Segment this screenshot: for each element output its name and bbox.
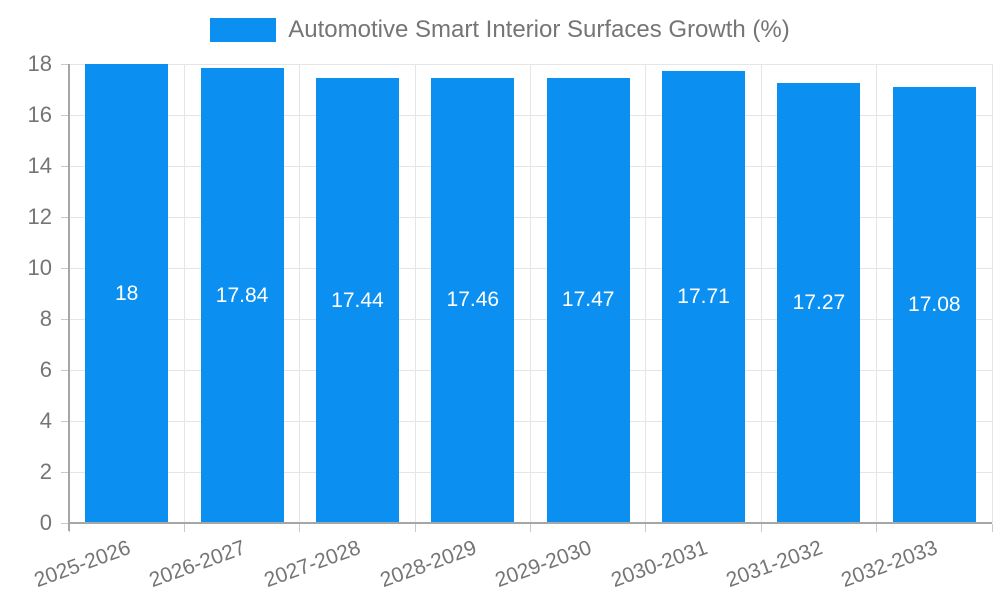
y-axis-tick-label: 16 [27,102,52,127]
x-axis-category-label: 2032-2033 [838,536,941,593]
x-axis-tick [183,524,185,532]
gridline-vertical [760,64,762,523]
y-axis-tick-label: 2 [39,459,52,484]
y-axis-tick-label: 4 [39,408,52,433]
y-axis-tick [61,369,69,371]
y-axis-line [68,64,70,531]
y-axis-tick [61,420,69,422]
y-axis-tick-label: 12 [27,204,52,229]
x-axis-category-label: 2028-2029 [377,536,480,593]
bar-value-label: 17.44 [331,288,384,312]
y-axis-tick [61,216,69,218]
y-axis-tick-label: 0 [39,510,52,535]
x-axis-category-label: 2030-2031 [607,536,711,593]
bar-value-label: 17.47 [561,288,615,312]
bar-2026-2027[interactable] [200,68,284,522]
bar-2030-2031[interactable] [662,71,746,522]
gridline-vertical [876,64,878,523]
bar-2031-2032[interactable] [777,82,861,522]
bar-2028-2029[interactable] [431,77,515,522]
x-axis-tick [414,524,416,532]
bar-value-label: 17.84 [215,283,269,307]
y-axis-tick [61,267,69,269]
x-axis-line [69,522,992,524]
y-axis-tick [61,471,69,473]
x-axis-category-label: 2026-2027 [146,536,249,593]
bar-2029-2030[interactable] [546,77,630,522]
x-axis-tick [876,524,878,532]
gridline-vertical [183,64,185,523]
x-axis-category-label: 2029-2030 [492,536,595,593]
gridline-vertical [991,64,993,523]
bar-2025-2026[interactable] [85,64,169,522]
chart-legend: Automotive Smart Interior Surfaces Growt… [0,16,1000,44]
bar-2027-2028[interactable] [315,78,399,522]
x-axis-tick [645,524,647,532]
x-axis-tick [299,524,301,532]
gridline-vertical [645,64,647,523]
bar-value-label: 17.08 [908,293,961,317]
x-axis-tick [760,524,762,532]
legend-label[interactable]: Automotive Smart Interior Surfaces Growt… [288,16,790,43]
gridline-vertical [414,64,416,523]
y-axis-tick [61,522,69,524]
y-axis-tick [61,165,69,167]
y-axis-tick [61,114,69,116]
bar-2032-2033[interactable] [892,87,976,522]
bar-value-label: 18 [115,281,139,305]
x-axis-tick [991,524,993,532]
bar-value-label: 17.27 [792,290,846,314]
y-axis-tick-label: 14 [27,153,52,178]
x-axis-category-label: 2031-2032 [723,536,826,593]
gridline-vertical [299,64,301,523]
legend-swatch[interactable] [210,18,277,42]
y-axis-tick-label: 6 [39,357,52,382]
bar-value-label: 17.71 [677,285,730,309]
y-axis-tick-label: 10 [27,255,52,280]
gridline-vertical [530,64,531,523]
y-axis-tick [61,63,69,65]
x-axis-tick [530,524,531,532]
y-axis-tick-label: 8 [39,306,52,331]
y-axis-tick [61,318,69,320]
x-axis-category-label: 2025-2026 [30,536,134,593]
x-axis-category-label: 2027-2028 [261,536,364,593]
bar-value-label: 17.46 [446,288,500,312]
y-axis-tick-label: 18 [27,51,52,76]
